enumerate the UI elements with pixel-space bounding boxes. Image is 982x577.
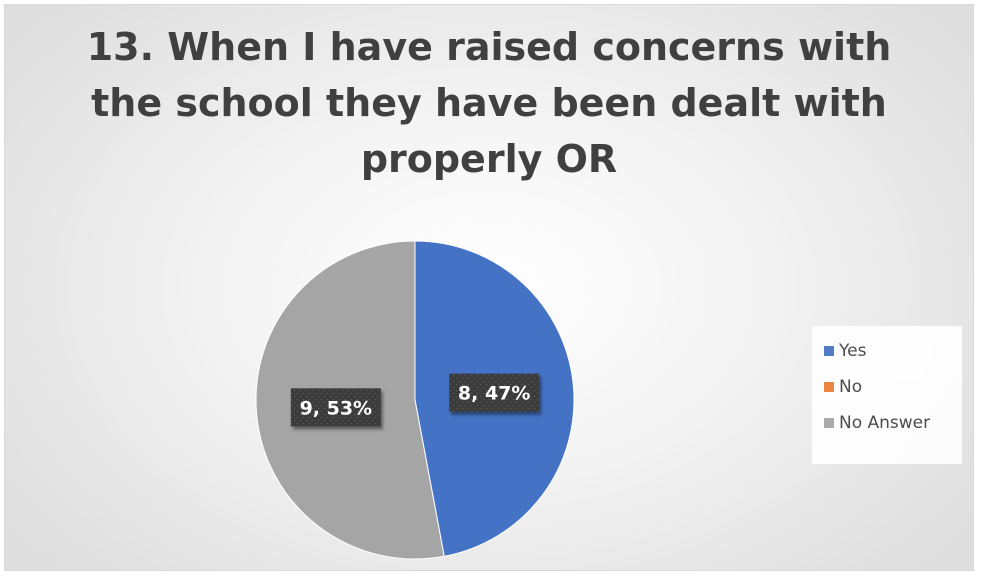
data-label-box bbox=[290, 388, 381, 427]
legend: Yes No No Answer bbox=[812, 326, 962, 464]
legend-swatch bbox=[824, 382, 834, 392]
data-label-yes: 8, 47% bbox=[449, 373, 540, 412]
pie-data-labels: 8, 47% 9, 53% bbox=[290, 373, 540, 427]
chart-title: 13. When I have raised concerns with the… bbox=[86, 25, 892, 181]
data-label-box bbox=[449, 373, 540, 412]
data-label-text: 9, 53% bbox=[300, 397, 373, 419]
legend-item-no-answer: No Answer bbox=[824, 412, 962, 434]
legend-item-no: No bbox=[824, 376, 962, 398]
data-label-text: 8, 47% bbox=[458, 383, 531, 405]
legend-swatch bbox=[824, 418, 834, 428]
legend-label: No Answer bbox=[839, 413, 931, 433]
legend-swatch bbox=[824, 346, 834, 356]
legend-label: Yes bbox=[839, 341, 867, 361]
chart-area: 13. When I have raised concerns with the… bbox=[4, 4, 974, 571]
data-label-no-answer: 9, 53% bbox=[290, 388, 381, 427]
pie-plot: 8, 47% 9, 53% bbox=[255, 240, 575, 560]
legend-item-yes: Yes bbox=[824, 340, 962, 362]
legend-label: No bbox=[839, 377, 863, 397]
